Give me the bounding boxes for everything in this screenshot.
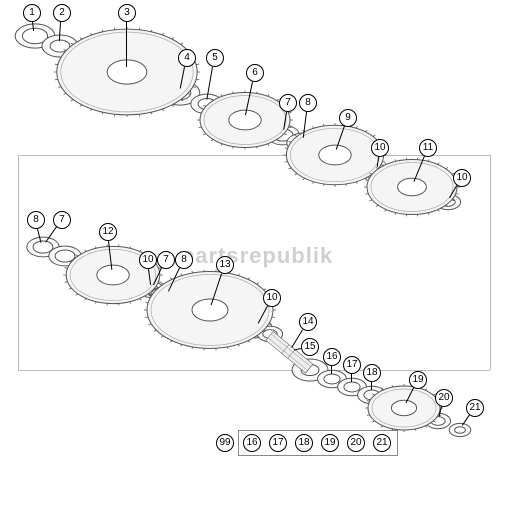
gear-part [195,70,295,170]
callout-bubble[interactable]: 99 [216,434,234,452]
callout-bubble[interactable]: 3 [118,4,136,22]
callout-bubble[interactable]: 10 [139,251,157,269]
callout-bubble[interactable]: 10 [371,139,389,157]
callout-bubble[interactable]: 10 [263,289,281,307]
callout-bubble[interactable]: 16 [323,348,341,366]
callout-bubble[interactable]: 17 [343,356,361,374]
callout-bubble[interactable]: 4 [178,49,196,67]
transmission-diagram: partsrepublik [0,0,514,511]
callout-bubble[interactable]: 9 [339,109,357,127]
kit-item-bubble[interactable]: 17 [269,434,287,452]
callout-bubble[interactable]: 8 [27,211,45,229]
leader-line [351,374,352,382]
kit-item-bubble[interactable]: 18 [295,434,313,452]
callout-bubble[interactable]: 13 [216,256,234,274]
callout-bubble[interactable]: 18 [363,364,381,382]
kit-item-bubble[interactable]: 16 [243,434,261,452]
leader-line [331,366,332,374]
callout-bubble[interactable]: 1 [23,4,41,22]
leader-line [371,382,372,390]
callout-bubble[interactable]: 8 [299,94,317,112]
ring-part [448,418,472,442]
callout-bubble[interactable]: 10 [453,169,471,187]
callout-bubble[interactable]: 7 [279,94,297,112]
callout-bubble[interactable]: 6 [246,64,264,82]
callout-bubble[interactable]: 12 [99,223,117,241]
panel-edge [18,155,19,370]
callout-bubble[interactable]: 19 [409,371,427,389]
callout-bubble[interactable]: 7 [53,211,71,229]
callout-bubble[interactable]: 7 [157,251,175,269]
kit-item-bubble[interactable]: 20 [347,434,365,452]
callout-bubble[interactable]: 8 [175,251,193,269]
callout-bubble[interactable]: 5 [206,49,224,67]
callout-bubble[interactable]: 15 [301,338,319,356]
callout-bubble[interactable]: 11 [419,139,437,157]
leader-line [126,22,127,67]
callout-bubble[interactable]: 20 [435,389,453,407]
callout-bubble[interactable]: 14 [299,313,317,331]
callout-bubble[interactable]: 2 [53,4,71,22]
panel-edge [490,155,491,370]
callout-bubble[interactable]: 21 [466,399,484,417]
kit-item-bubble[interactable]: 19 [321,434,339,452]
kit-item-bubble[interactable]: 21 [373,434,391,452]
